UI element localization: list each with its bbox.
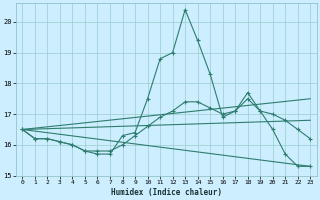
X-axis label: Humidex (Indice chaleur): Humidex (Indice chaleur): [111, 188, 222, 197]
